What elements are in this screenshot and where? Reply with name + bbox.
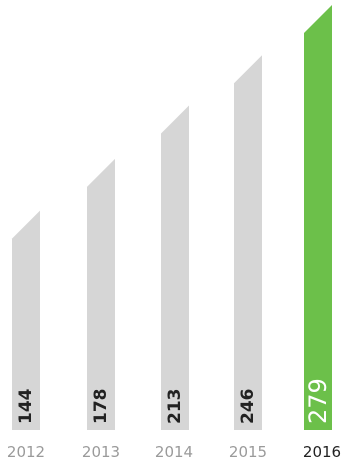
year-label-2014: 2014 xyxy=(155,443,193,461)
bar-2016 xyxy=(304,5,332,430)
bar-2015 xyxy=(234,55,262,430)
bar-2012 xyxy=(12,210,40,430)
value-label-2016: 279 xyxy=(304,378,332,424)
year-label-2012: 2012 xyxy=(7,443,45,461)
year-label-2015: 2015 xyxy=(229,443,267,461)
year-label-2013: 2013 xyxy=(82,443,120,461)
value-label-2015: 246 xyxy=(238,389,258,425)
value-label-2014: 213 xyxy=(165,389,185,425)
bar-2014 xyxy=(161,105,189,431)
bar-2013 xyxy=(87,158,115,431)
value-label-2012: 144 xyxy=(16,388,36,424)
year-label-2016: 2016 xyxy=(303,443,341,461)
value-label-2013: 178 xyxy=(91,389,111,425)
